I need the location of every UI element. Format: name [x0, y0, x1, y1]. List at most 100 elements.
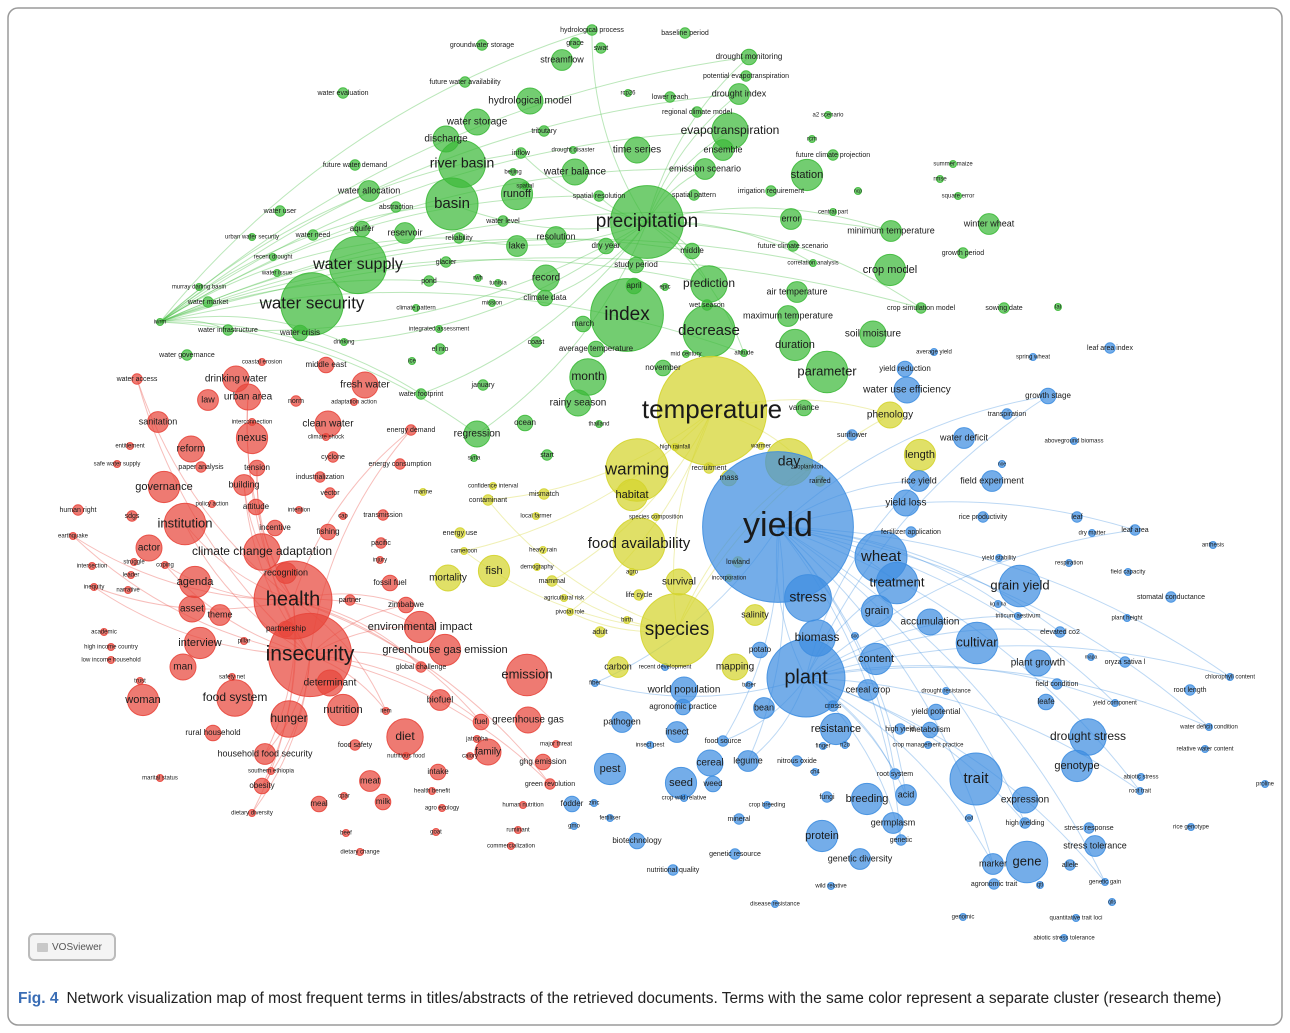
- term-label: warming: [604, 459, 669, 478]
- term-label: plant: [784, 666, 828, 688]
- term-node: [541, 449, 553, 461]
- term-label: abiotic stress tolerance: [1033, 936, 1095, 942]
- term-label: discharge: [424, 134, 468, 145]
- term-label: potato: [749, 645, 772, 654]
- term-label: water crisis: [279, 328, 320, 337]
- term-node: [273, 269, 281, 277]
- term-node: [243, 533, 281, 571]
- term-node: [882, 812, 904, 834]
- term-node: [1065, 559, 1073, 567]
- term-label: leaf area: [1121, 527, 1148, 534]
- term-label: fodder: [561, 799, 584, 808]
- term-node: [100, 628, 108, 636]
- term-label: field condition: [1036, 681, 1079, 688]
- term-label: yield loss: [885, 498, 926, 509]
- term-label: index: [604, 304, 650, 325]
- term-label: water security: [259, 293, 365, 312]
- term-label: drinking: [333, 340, 354, 346]
- term-node: [829, 208, 837, 216]
- term-node: [506, 235, 528, 257]
- link: [159, 257, 922, 323]
- term-node: [397, 596, 415, 614]
- term-label: wild relative: [814, 884, 847, 890]
- term-label: rmse: [933, 177, 947, 183]
- term-node: [463, 420, 491, 448]
- term-label: birth: [621, 618, 633, 624]
- term-node: [107, 643, 115, 651]
- term-label: yield reduction: [879, 364, 931, 373]
- term-node: [607, 656, 629, 678]
- term-node: [344, 594, 356, 606]
- term-label: determinant: [304, 678, 357, 689]
- term-label: zimbabwe: [388, 600, 425, 609]
- term-label: content: [858, 653, 894, 665]
- term-node: [253, 777, 271, 795]
- term-node: [147, 470, 181, 504]
- term-label: middle: [680, 246, 704, 255]
- term-node: [538, 488, 550, 500]
- term-label: salinity: [741, 609, 769, 619]
- term-label: precipitation: [596, 211, 698, 232]
- term-node: [744, 604, 766, 626]
- term-label: agro ecology: [425, 806, 459, 812]
- term-node: [682, 350, 690, 358]
- term-node: [628, 832, 646, 850]
- term-label: calory: [462, 754, 478, 760]
- term-label: january: [471, 382, 495, 389]
- term-node: [786, 281, 808, 303]
- term-label: reform: [177, 444, 206, 455]
- term-node: [995, 554, 1003, 562]
- term-node: [163, 502, 207, 546]
- term-label: lowland: [726, 559, 750, 566]
- term-node: [72, 504, 84, 516]
- term-node: [248, 809, 256, 817]
- term-label: rcp26: [620, 91, 636, 97]
- term-node: [873, 253, 907, 287]
- term-label: future water demand: [323, 162, 387, 169]
- term-node: [267, 612, 353, 698]
- term-label: food availability: [588, 535, 691, 552]
- term-label: future climate scenario: [758, 243, 829, 250]
- link: [159, 291, 745, 354]
- term-label: iwrm: [154, 320, 167, 326]
- term-node: [319, 523, 337, 541]
- term-node: [209, 604, 231, 626]
- term-label: correlation analysis: [787, 261, 838, 267]
- term-node: [661, 283, 669, 291]
- term-label: rice productivity: [959, 514, 1008, 521]
- term-label: human right: [60, 507, 97, 514]
- term-node: [314, 471, 326, 483]
- term-label: rural household: [185, 728, 240, 737]
- term-label: water footprint: [398, 391, 443, 398]
- term-label: relative water content: [1176, 747, 1233, 753]
- term-label: struggle: [123, 560, 145, 566]
- term-label: entitlement: [115, 444, 145, 450]
- term-label: soc: [851, 633, 859, 639]
- term-label: coping: [156, 563, 174, 569]
- term-node: [460, 547, 468, 555]
- term-label: future climate projection: [796, 152, 870, 159]
- term-node: [90, 583, 98, 591]
- term-label: intake: [427, 767, 449, 776]
- term-label: drought resistance: [921, 689, 971, 695]
- term-label: prediction: [683, 276, 735, 290]
- link: [805, 677, 1141, 792]
- term-node: [1060, 934, 1068, 942]
- term-label: transmission: [363, 512, 402, 519]
- term-label: syria: [468, 456, 481, 462]
- term-node: [1005, 840, 1049, 884]
- term-node: [459, 76, 471, 88]
- term-label: soil moisture: [845, 329, 902, 340]
- term-node: [824, 111, 832, 119]
- term-label: length: [905, 449, 935, 461]
- term-node: [694, 158, 716, 180]
- term-node: [1054, 303, 1062, 311]
- term-label: family: [475, 747, 501, 758]
- nodes: [69, 24, 1269, 942]
- term-node: [477, 379, 489, 391]
- term-node: [955, 621, 999, 665]
- term-label: weed: [702, 779, 722, 788]
- term-label: lai: [1055, 305, 1061, 311]
- term-node: [942, 687, 950, 695]
